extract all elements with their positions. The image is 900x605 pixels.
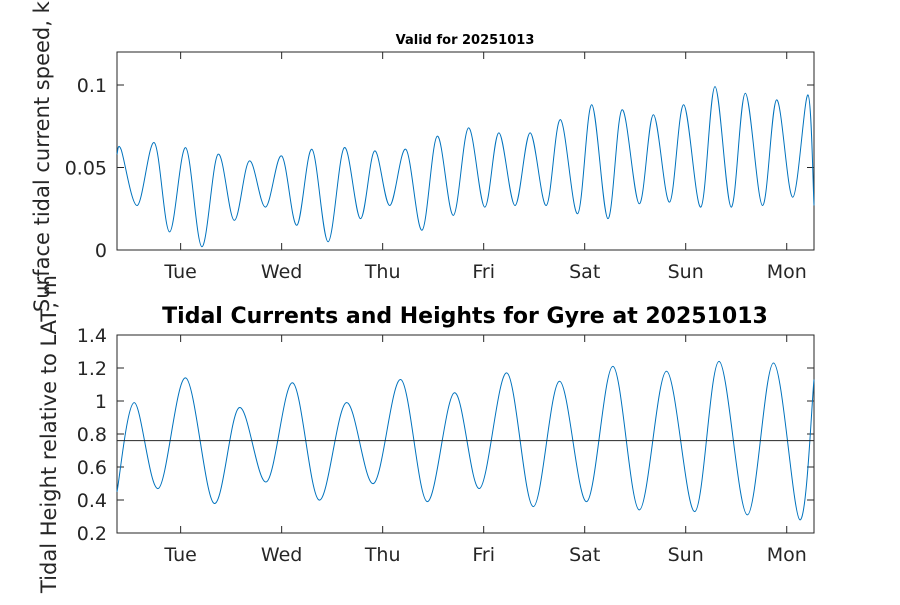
current-speed-ylabel: Surface tidal current speed, kn	[30, 0, 54, 312]
tidal-height-xtick-label: Fri	[472, 544, 495, 566]
tidal-height-xtick-label: Wed	[261, 544, 302, 566]
current-speed-xtick-label: Wed	[261, 261, 302, 283]
tidal-height-ytick-label: 1.4	[77, 325, 107, 347]
current-speed-xtick-label: Fri	[472, 261, 495, 283]
current-speed-ticks: 0 0.05 0.1 Tue Wed Thu Fri Sat Sun Mon	[65, 52, 814, 283]
current-speed-xtick-label: Thu	[364, 261, 401, 283]
tidal-height-xtick-label: Sat	[569, 544, 600, 566]
tidal-height-xtick-label: Mon	[767, 544, 807, 566]
tidal-height-xtick-label: Sun	[668, 544, 704, 566]
tidal-height-axes: Tidal Currents and Heights for Gyre at 2…	[77, 304, 815, 566]
current-speed-ytick-label: 0.1	[77, 75, 107, 97]
tidal-height-ytick-label: 1.2	[77, 358, 107, 380]
tidal-height-ytick-label: 0.6	[77, 457, 107, 479]
current-speed-ytick-label: 0.05	[65, 158, 107, 180]
current-speed-xtick-label: Sun	[668, 261, 704, 283]
tidal-height-ylabel: Tidal Height relative to LAT, m	[37, 275, 61, 594]
tidal-height-ticks: 0.2 0.4 0.6 0.8 1 1.2 1.4 Tue Wed Thu Fri Sat Sun Mon	[77, 325, 814, 566]
current-speed-ytick-label: 0	[95, 240, 107, 262]
current-speed-series-line	[116, 86, 815, 248]
current-speed-plot-area	[116, 51, 815, 251]
tidal-height-xtick-label: Tue	[163, 544, 196, 566]
current-speed-title: Valid for 20251013	[396, 33, 535, 48]
current-speed-xtick-label: Mon	[767, 261, 807, 283]
tidal-height-series	[116, 360, 815, 521]
tidal-height-ytick-label: 0.2	[77, 523, 107, 545]
current-speed-xtick-label: Sat	[569, 261, 600, 283]
tidal-height-series-line	[116, 360, 815, 521]
current-speed-xtick-label: Tue	[163, 261, 196, 283]
tidal-height-ytick-label: 0.4	[77, 490, 107, 512]
tidal-height-title: Tidal Currents and Heights for Gyre at 2…	[162, 304, 768, 329]
current-speed-series	[116, 86, 815, 248]
current-speed-axes: Valid for 20251013 0 0.05 0.1 Tue Wed Thu Fri S…	[65, 33, 815, 283]
tidal-height-ytick-label: 1	[95, 391, 107, 413]
tidal-height-ytick-label: 0.8	[77, 424, 107, 446]
tidal-height-xtick-label: Thu	[364, 544, 401, 566]
